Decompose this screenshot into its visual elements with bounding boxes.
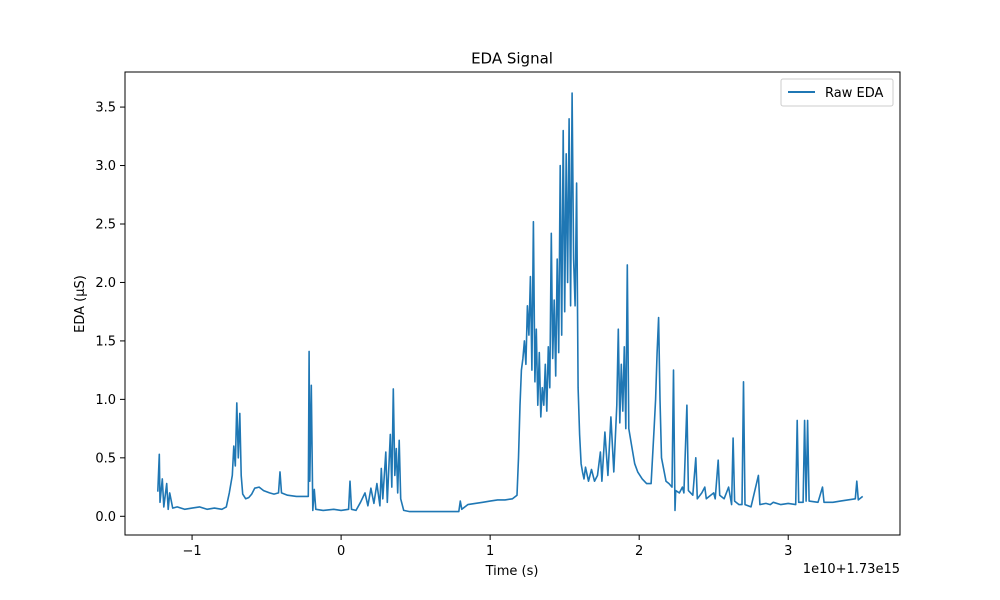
y-tick-label: 3.0: [95, 159, 116, 174]
legend: Raw EDA: [780, 78, 894, 107]
y-tick-label: 0.0: [95, 510, 116, 525]
y-tick-label: 2.5: [95, 217, 116, 232]
legend-label-raw-eda: Raw EDA: [825, 86, 883, 101]
x-tick-label: 0: [337, 544, 345, 559]
y-tick-label: 1.5: [95, 334, 116, 349]
x-tick-label: −1: [182, 544, 201, 559]
chart-title: EDA Signal: [471, 50, 553, 68]
x-axis-offset-label: 1e10+1.73e15: [803, 562, 900, 577]
x-axis-label: Time (s): [485, 564, 539, 579]
y-axis-label: EDA (µS): [73, 275, 88, 333]
x-tick-label: 3: [784, 544, 792, 559]
axes-ticks: −1 0 1 2 3 0.0 0.5 1.0 1.5 2.0 2.5 3.0 3.5: [95, 101, 792, 559]
legend-box: [780, 78, 894, 107]
y-tick-label: 2.0: [95, 276, 116, 291]
y-tick-label: 3.5: [95, 101, 116, 116]
plot-area: [124, 71, 901, 536]
y-tick-label: 1.0: [95, 393, 116, 408]
series-line-raw-eda: [157, 92, 864, 513]
x-tick-label: 2: [635, 544, 643, 559]
series-layer: [157, 92, 864, 513]
y-tick-label: 0.5: [95, 451, 116, 466]
x-tick-label: 1: [486, 544, 494, 559]
